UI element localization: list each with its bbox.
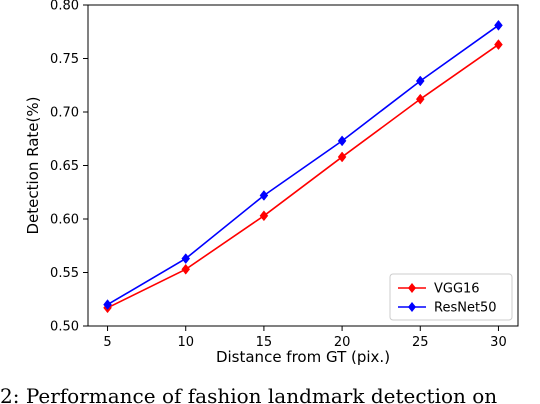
y-tick-label: 0.70 <box>50 106 79 121</box>
y-axis-title: Detection Rate(%) <box>24 97 42 235</box>
data-point-vgg16 <box>259 210 269 222</box>
y-axis-ticks: 0.50 0.55 0.60 0.65 0.70 0.75 0.80 <box>50 0 88 335</box>
data-point-resnet50 <box>259 190 269 201</box>
series-line-vgg16 <box>107 43 499 309</box>
legend-label-vgg16: VGG16 <box>434 282 480 297</box>
y-tick-label: 0.80 <box>50 0 79 14</box>
data-point-resnet50 <box>181 253 191 264</box>
y-tick-label: 0.65 <box>50 159 79 174</box>
data-point-vgg16 <box>494 39 503 50</box>
y-tick-label: 0.60 <box>50 213 79 228</box>
legend-box <box>389 273 513 321</box>
series-line-resnet50 <box>107 24 499 306</box>
legend: VGG16 ResNet50 <box>389 273 513 321</box>
figure-caption: 2: Performance of fashion landmark detec… <box>0 384 498 404</box>
data-point-resnet50 <box>337 135 347 147</box>
data-point-resnet50 <box>415 75 425 87</box>
x-axis-title: Distance from GT (pix.) <box>216 348 390 366</box>
x-tick-label: 25 <box>412 335 429 350</box>
x-tick-label: 10 <box>177 335 194 350</box>
x-tick-label: 5 <box>103 335 111 350</box>
y-tick-label: 0.50 <box>50 320 79 335</box>
data-point-resnet50 <box>494 19 503 31</box>
legend-marker-resnet50 <box>408 302 416 312</box>
series-layer <box>103 19 503 314</box>
line-chart: 5 10 15 20 25 30 0.50 0.55 0.60 0.65 0.70 0.75 0.80… <box>24 0 519 366</box>
data-point-vgg16 <box>181 263 191 275</box>
legend-label-resnet50: ResNet50 <box>434 301 497 316</box>
x-tick-label: 20 <box>334 335 351 350</box>
x-tick-label: 30 <box>490 335 507 350</box>
data-point-vgg16 <box>337 151 347 163</box>
data-point-resnet50 <box>103 299 112 311</box>
plot-frame <box>87 4 519 327</box>
data-point-vgg16 <box>415 93 425 105</box>
legend-marker-vgg16 <box>408 283 416 293</box>
x-tick-label: 15 <box>256 335 273 350</box>
y-tick-label: 0.55 <box>50 266 79 281</box>
x-axis-ticks: 5 10 15 20 25 30 <box>103 326 507 350</box>
y-tick-label: 0.75 <box>50 52 79 67</box>
